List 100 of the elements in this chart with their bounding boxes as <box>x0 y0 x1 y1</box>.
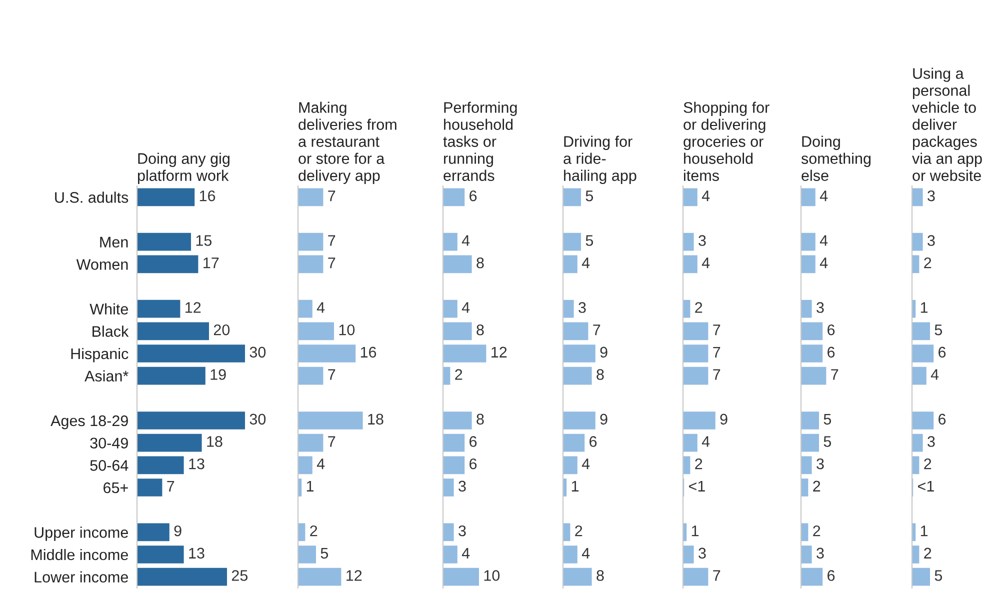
chart-title: Making deliveries from a restaurant or store for a delivery app <box>298 102 396 184</box>
data-label: 1 <box>306 480 314 492</box>
data-label: 2 <box>924 458 932 470</box>
bar <box>298 456 312 474</box>
data-label: 13 <box>189 458 204 470</box>
chart-title: Doing any gig platform work <box>138 152 230 184</box>
bar <box>563 546 578 564</box>
data-label: 2 <box>455 369 462 380</box>
bar <box>683 322 708 340</box>
bar <box>298 322 334 340</box>
data-label: 5 <box>824 414 832 425</box>
bar <box>683 188 698 206</box>
data-label: 3 <box>816 548 824 559</box>
bar <box>912 255 920 274</box>
data-label: 9 <box>174 525 182 536</box>
bar <box>683 434 698 452</box>
bar <box>443 568 479 586</box>
bar <box>298 546 316 564</box>
data-label: 4 <box>930 369 939 380</box>
bar <box>298 188 324 206</box>
bar <box>137 456 184 474</box>
y-tick-label: Men <box>100 236 128 248</box>
data-label: 3 <box>816 458 824 470</box>
bar <box>298 344 356 362</box>
data-label: 2 <box>924 257 932 268</box>
bar <box>298 568 342 586</box>
bar <box>443 232 458 251</box>
bar <box>683 344 708 362</box>
data-label: 7 <box>713 346 720 358</box>
data-label: 6 <box>470 436 477 447</box>
data-label: 18 <box>207 436 222 447</box>
bar <box>912 412 934 430</box>
bar <box>443 456 465 474</box>
y-tick-label: Lower income <box>34 571 128 583</box>
y-tick-label: U.S. adults <box>55 192 128 203</box>
data-label: 4 <box>702 436 710 447</box>
data-label: 8 <box>596 570 604 581</box>
bar <box>683 412 716 430</box>
data-label: 3 <box>458 525 466 536</box>
bar <box>443 255 472 274</box>
chart-title: Driving for a ride- hailing app <box>564 136 636 184</box>
data-label: 3 <box>698 548 706 559</box>
data-label: 30 <box>250 346 266 358</box>
bar <box>563 434 585 452</box>
data-label: 2 <box>695 458 702 470</box>
bar <box>912 344 934 362</box>
data-label: 8 <box>476 414 484 425</box>
data-label: 2 <box>695 302 702 313</box>
data-label: 7 <box>831 369 838 380</box>
data-label: 6 <box>938 346 946 358</box>
bar <box>683 568 708 586</box>
data-label: 12 <box>186 302 201 313</box>
bar <box>137 546 184 564</box>
bar <box>683 232 694 251</box>
data-label: 9 <box>720 414 728 425</box>
data-label: 16 <box>200 190 216 202</box>
bar <box>137 366 206 385</box>
data-label: 3 <box>578 302 586 313</box>
bar <box>912 434 923 452</box>
bar <box>137 300 180 318</box>
data-label: 4 <box>702 258 710 268</box>
data-label: 5 <box>824 436 832 447</box>
data-label: 13 <box>189 548 204 559</box>
data-label: 2 <box>813 525 820 536</box>
data-label: 3 <box>698 235 706 246</box>
bar <box>298 434 324 452</box>
data-label: 9 <box>600 414 608 425</box>
data-label: 4 <box>582 258 590 268</box>
bar <box>563 344 596 362</box>
bar <box>137 232 191 251</box>
y-tick-label: Ages 18-29 <box>50 415 128 430</box>
bar <box>801 546 812 564</box>
data-label: 7 <box>328 436 336 447</box>
bar <box>443 546 458 564</box>
data-label: 5 <box>320 548 328 559</box>
bar <box>563 322 588 340</box>
data-label: 7 <box>328 369 336 380</box>
data-label: 17 <box>204 258 219 268</box>
bar <box>298 255 324 274</box>
bar <box>912 188 923 206</box>
data-label: 15 <box>196 235 212 246</box>
data-label: 7 <box>593 324 600 336</box>
data-label: 3 <box>928 235 935 246</box>
y-tick-label: Asian* <box>84 370 128 382</box>
bar <box>683 456 690 474</box>
bar <box>801 188 816 206</box>
data-label: 7 <box>328 190 336 202</box>
bar <box>443 300 458 318</box>
bar <box>912 322 930 340</box>
bar <box>801 255 816 274</box>
data-label: 20 <box>214 324 230 336</box>
bar <box>801 344 823 362</box>
bar <box>563 232 581 251</box>
data-label: 2 <box>924 548 932 558</box>
data-label: 6 <box>828 346 835 358</box>
bar <box>298 366 324 385</box>
data-label: 3 <box>928 436 935 447</box>
data-label: 4 <box>462 548 470 558</box>
bar <box>801 568 823 586</box>
data-label: 25 <box>232 570 248 581</box>
